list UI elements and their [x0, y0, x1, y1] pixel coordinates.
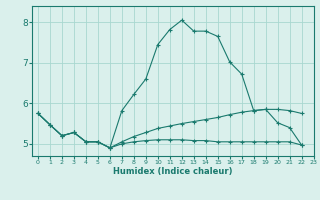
X-axis label: Humidex (Indice chaleur): Humidex (Indice chaleur) [113, 167, 233, 176]
